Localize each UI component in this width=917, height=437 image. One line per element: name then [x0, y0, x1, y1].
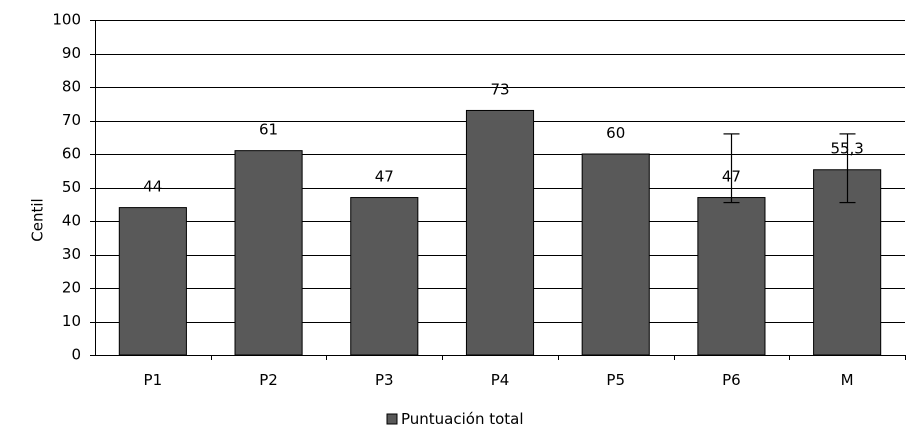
y-tick-label: 10 [62, 312, 81, 330]
data-label: 73 [490, 80, 509, 98]
y-tick-labels: 0 10 20 30 40 50 60 70 80 90 100 [52, 11, 95, 364]
x-tick-label: P1 [144, 371, 163, 389]
data-label: 55,3 [830, 140, 863, 158]
x-tick-label: P2 [259, 371, 278, 389]
legend-swatch [386, 413, 398, 425]
data-labels: 44 61 47 73 60 47 55,3 [143, 80, 864, 195]
data-label: 61 [259, 121, 278, 139]
bar [234, 150, 303, 356]
y-tick-label: 0 [71, 346, 81, 364]
x-tick-labels: P1 P2 P3 P4 P5 P6 M [144, 355, 906, 389]
y-tick-label: 20 [62, 279, 81, 297]
x-tick-label: P6 [722, 371, 741, 389]
x-tick-label: P5 [606, 371, 625, 389]
bars [118, 109, 882, 356]
bar [118, 207, 187, 356]
y-axis-title: Centil [29, 198, 47, 241]
y-tick-label: 70 [62, 111, 81, 129]
bar [581, 153, 650, 356]
y-tick-label: 40 [62, 212, 81, 230]
bar [697, 197, 766, 356]
y-tick-label: 90 [62, 44, 81, 62]
data-label: 44 [143, 178, 162, 196]
data-label: 47 [375, 168, 394, 186]
y-tick-label: 50 [62, 178, 81, 196]
data-label: 47 [722, 168, 741, 186]
x-tick-label: P4 [491, 371, 510, 389]
error-bars [723, 133, 856, 204]
bar [465, 109, 535, 356]
legend: Puntuación total [386, 410, 524, 428]
y-tick-label: 100 [52, 11, 81, 29]
y-tick-label: 80 [62, 78, 81, 96]
y-tick-label: 60 [62, 145, 81, 163]
axes [95, 20, 905, 356]
data-label: 60 [606, 124, 625, 142]
x-tick-label: M [841, 371, 854, 389]
bar [350, 197, 419, 356]
legend-label: Puntuación total [401, 410, 524, 428]
y-tick-label: 30 [62, 245, 81, 263]
x-tick-label: P3 [375, 371, 394, 389]
